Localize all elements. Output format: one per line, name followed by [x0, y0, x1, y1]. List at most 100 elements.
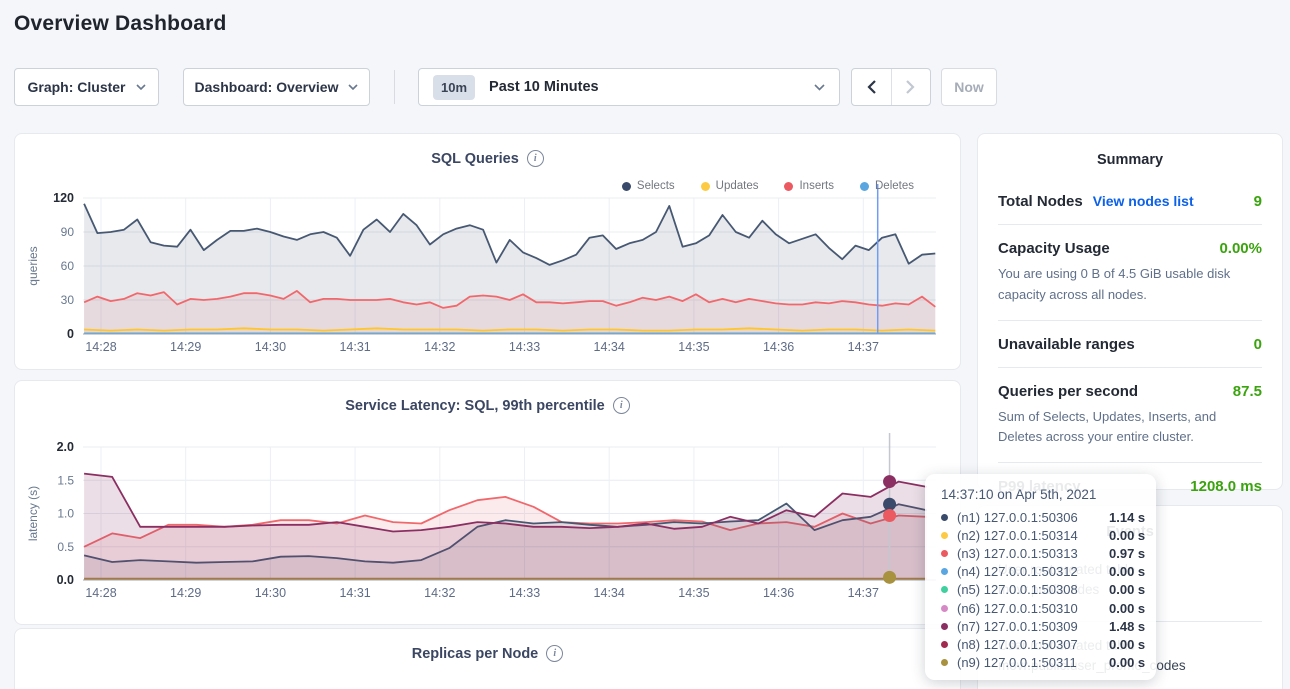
svg-text:14:35: 14:35	[678, 586, 709, 600]
tooltip-row: (n6) 127.0.0.1:503100.00 s	[941, 599, 1156, 617]
svg-text:1.0: 1.0	[57, 507, 74, 521]
legend-item-deletes[interactable]: Deletes	[860, 180, 914, 192]
service-latency-chart-title: Service Latency: SQL, 99th percentile	[345, 398, 605, 414]
legend-dot-icon	[784, 182, 793, 191]
svg-text:14:36: 14:36	[763, 340, 794, 354]
svg-text:queries: queries	[26, 246, 40, 285]
chevron-down-icon	[814, 84, 825, 91]
chart-hover-tooltip: 14:37:10 on Apr 5th, 2021 (n1) 127.0.0.1…	[925, 474, 1156, 680]
summary-label: Capacity Usage	[998, 240, 1110, 257]
legend-item-selects[interactable]: Selects	[622, 180, 675, 192]
summary-label: Total Nodes	[998, 193, 1083, 210]
summary-row: Capacity Usage 0.00% You are using 0 B of …	[998, 224, 1262, 320]
svg-text:14:34: 14:34	[594, 340, 625, 354]
svg-text:14:34: 14:34	[594, 586, 625, 600]
summary-label: Queries per second	[998, 383, 1138, 400]
svg-text:2.0: 2.0	[57, 440, 74, 454]
summary-description: You are using 0 B of 4.5 GiB usable disk…	[998, 264, 1262, 306]
svg-text:14:29: 14:29	[170, 340, 201, 354]
svg-text:0.0: 0.0	[57, 573, 74, 587]
summary-description: Sum of Selects, Updates, Inserts, and De…	[998, 407, 1262, 449]
service-latency-panel: Service Latency: SQL, 99th percentile i …	[14, 380, 961, 625]
tooltip-rows: (n1) 127.0.0.1:503061.14 s(n2) 127.0.0.1…	[941, 508, 1156, 672]
svg-text:120: 120	[53, 191, 74, 205]
series-dot-icon	[941, 641, 948, 648]
sql-queries-chart-title: SQL Queries	[431, 151, 519, 167]
overview-dashboard-page: Overview Dashboard Graph: Cluster Dashbo…	[0, 0, 1290, 689]
svg-text:14:33: 14:33	[509, 340, 540, 354]
chevron-down-icon	[348, 84, 358, 90]
sql-queries-legend: Selects Updates Inserts Deletes	[622, 180, 914, 192]
svg-text:14:36: 14:36	[763, 586, 794, 600]
tooltip-row: (n1) 127.0.0.1:503061.14 s	[941, 508, 1156, 526]
legend-dot-icon	[860, 182, 869, 191]
controls-divider	[394, 70, 395, 104]
series-dot-icon	[941, 550, 948, 557]
series-dot-icon	[941, 514, 948, 521]
tooltip-row: (n3) 127.0.0.1:503130.97 s	[941, 544, 1156, 562]
svg-text:14:31: 14:31	[339, 340, 370, 354]
svg-text:latency (s): latency (s)	[26, 486, 40, 541]
tooltip-row: (n5) 127.0.0.1:503080.00 s	[941, 581, 1156, 599]
svg-text:60: 60	[61, 259, 75, 273]
series-dot-icon	[941, 586, 948, 593]
svg-text:14:35: 14:35	[678, 340, 709, 354]
svg-text:0: 0	[67, 327, 74, 341]
summary-row: Total Nodes View nodes list 9	[998, 178, 1262, 224]
summary-value: 87.5	[1233, 383, 1262, 400]
chevron-down-icon	[136, 84, 146, 90]
summary-title: Summary	[978, 134, 1282, 168]
replicas-per-node-panel: Replicas per Node i	[14, 628, 961, 689]
summary-value: 0	[1254, 336, 1262, 353]
now-button[interactable]: Now	[941, 68, 997, 106]
tooltip-row: (n9) 127.0.0.1:503110.00 s	[941, 654, 1156, 672]
prev-time-button[interactable]	[852, 69, 892, 105]
dashboard-label: Dashboard: Overview	[195, 79, 339, 95]
info-icon[interactable]: i	[527, 150, 544, 167]
graph-scope-dropdown[interactable]: Graph: Cluster	[14, 68, 159, 106]
chevron-right-icon	[906, 80, 915, 94]
series-dot-icon	[941, 623, 948, 630]
info-icon[interactable]: i	[546, 645, 563, 662]
svg-text:14:29: 14:29	[170, 586, 201, 600]
summary-value: 0.00%	[1219, 240, 1262, 257]
time-range-dropdown[interactable]: 10m Past 10 Minutes	[418, 68, 840, 106]
chevron-left-icon	[867, 80, 876, 94]
sql-queries-chart[interactable]: 14:28 14:29 14:30 14:31 14:32 14:33 14:34 14:35…	[15, 134, 962, 371]
summary-value: 9	[1254, 193, 1262, 210]
dashboard-dropdown[interactable]: Dashboard: Overview	[183, 68, 370, 106]
sql-queries-panel: SQL Queries i Selects Updates Inserts Delet…	[14, 133, 961, 370]
replicas-chart-title: Replicas per Node	[412, 646, 539, 662]
svg-text:14:28: 14:28	[85, 340, 116, 354]
summary-row: Unavailable ranges0	[998, 320, 1262, 367]
info-icon[interactable]: i	[613, 397, 630, 414]
tooltip-row: (n7) 127.0.0.1:503091.48 s	[941, 617, 1156, 635]
svg-text:14:33: 14:33	[509, 586, 540, 600]
svg-text:14:31: 14:31	[339, 586, 370, 600]
summary-items: Total Nodes View nodes list 9 Capacity Usag…	[978, 168, 1282, 509]
svg-text:14:30: 14:30	[255, 340, 286, 354]
page-title: Overview Dashboard	[14, 12, 227, 36]
time-step-buttons	[851, 68, 931, 106]
view-nodes-link[interactable]: View nodes list	[1093, 193, 1194, 209]
service-latency-chart[interactable]: 14:2814:2914:3014:3114:3214:3314:3414:35…	[15, 381, 962, 626]
svg-text:14:32: 14:32	[424, 340, 455, 354]
svg-text:30: 30	[61, 293, 75, 307]
series-dot-icon	[941, 605, 948, 612]
tooltip-timestamp: 14:37:10 on Apr 5th, 2021	[941, 487, 1156, 502]
time-range-label: Past 10 Minutes	[489, 79, 599, 95]
summary-panel: Summary Total Nodes View nodes list 9 Capac…	[977, 133, 1283, 490]
svg-text:14:37: 14:37	[848, 340, 879, 354]
legend-item-updates[interactable]: Updates	[701, 180, 759, 192]
tooltip-row: (n2) 127.0.0.1:503140.00 s	[941, 526, 1156, 544]
legend-dot-icon	[622, 182, 631, 191]
svg-text:90: 90	[61, 225, 75, 239]
tooltip-row: (n4) 127.0.0.1:503120.00 s	[941, 563, 1156, 581]
series-dot-icon	[941, 532, 948, 539]
svg-text:0.5: 0.5	[57, 540, 74, 554]
next-time-button[interactable]	[892, 69, 931, 105]
legend-item-inserts[interactable]: Inserts	[784, 180, 834, 192]
legend-dot-icon	[701, 182, 710, 191]
series-dot-icon	[941, 659, 948, 666]
graph-scope-label: Graph: Cluster	[27, 79, 125, 95]
